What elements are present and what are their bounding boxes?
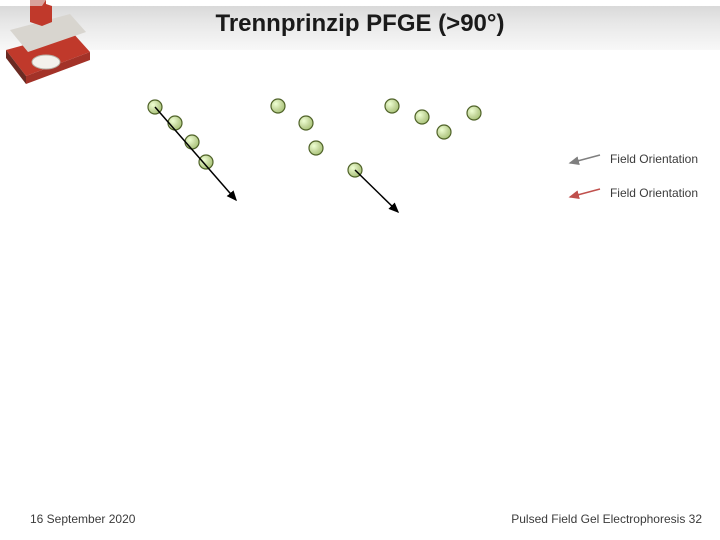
particle — [185, 135, 199, 149]
particle — [385, 99, 399, 113]
footer-right: Pulsed Field Gel Electrophoresis 32 — [511, 512, 702, 526]
page-title: Trennprinzip PFGE (>90°) — [0, 10, 720, 38]
particle — [148, 100, 162, 114]
particle — [199, 155, 213, 169]
arrows-layer — [155, 107, 398, 212]
trajectory-arrow — [155, 107, 236, 200]
legend-arrow-icon — [566, 152, 602, 166]
particle — [299, 116, 313, 130]
trajectory-arrow — [355, 170, 398, 212]
diagram — [0, 0, 720, 540]
particle — [168, 116, 182, 130]
legend-label: Field Orientation — [610, 186, 698, 200]
legend-arrow-icon — [566, 186, 602, 200]
particle — [437, 125, 451, 139]
logo-base-shadow — [6, 50, 26, 84]
particle — [348, 163, 362, 177]
particle — [467, 106, 481, 120]
legend-field-orientation-2: Field Orientation — [566, 186, 698, 200]
footer-date: 16 September 2020 — [30, 512, 135, 526]
particle — [271, 99, 285, 113]
logo-label — [32, 55, 60, 69]
legend-field-orientation-1: Field Orientation — [566, 152, 698, 166]
particles-layer — [148, 99, 481, 177]
particle — [415, 110, 429, 124]
logo-base-shadow-r — [26, 52, 90, 84]
particle — [309, 141, 323, 155]
legend-label: Field Orientation — [610, 152, 698, 166]
slide: Trennprinzip PFGE (>90°) — [0, 0, 720, 540]
